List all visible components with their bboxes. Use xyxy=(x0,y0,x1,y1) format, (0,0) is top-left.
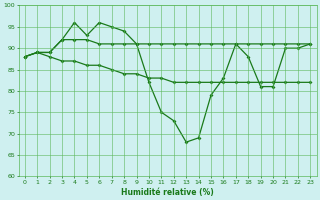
X-axis label: Humidité relative (%): Humidité relative (%) xyxy=(121,188,214,197)
